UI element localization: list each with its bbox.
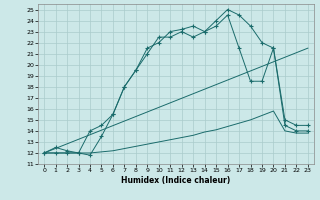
X-axis label: Humidex (Indice chaleur): Humidex (Indice chaleur) xyxy=(121,176,231,185)
